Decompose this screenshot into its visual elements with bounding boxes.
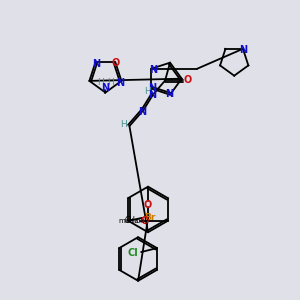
Text: N: N — [165, 89, 173, 99]
Text: Cl: Cl — [128, 248, 139, 258]
Text: N: N — [116, 78, 124, 88]
Text: O: O — [111, 58, 119, 68]
Text: H: H — [97, 78, 104, 87]
Text: O: O — [141, 216, 149, 226]
Text: N: N — [148, 90, 156, 100]
Text: N: N — [138, 107, 146, 117]
Text: N: N — [149, 65, 157, 75]
Text: CH₃: CH₃ — [125, 216, 139, 225]
Text: O: O — [184, 76, 192, 85]
Text: N: N — [148, 82, 156, 93]
Text: N: N — [101, 82, 110, 93]
Text: O: O — [144, 200, 152, 211]
Text: N: N — [92, 59, 101, 69]
Text: methoxy: methoxy — [119, 218, 149, 224]
Text: N: N — [239, 45, 247, 55]
Text: H: H — [120, 120, 127, 129]
Text: Br: Br — [144, 213, 156, 222]
Text: H: H — [144, 87, 151, 96]
Text: H: H — [107, 78, 114, 87]
